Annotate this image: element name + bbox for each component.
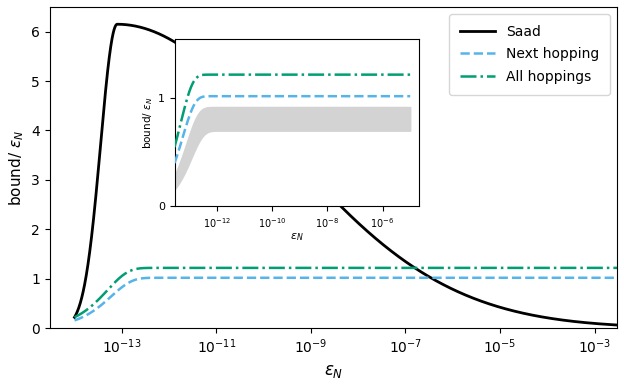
Next hopping xyxy=(71,318,78,323)
All hoppings xyxy=(280,265,287,270)
All hoppings xyxy=(303,265,311,270)
Next hopping xyxy=(604,276,612,280)
All hoppings xyxy=(604,265,612,270)
All hoppings xyxy=(615,265,622,270)
Legend: Saad, Next hopping, All hoppings: Saad, Next hopping, All hoppings xyxy=(449,14,610,95)
Saad xyxy=(114,22,121,27)
Saad xyxy=(165,36,173,41)
Next hopping xyxy=(303,276,311,280)
Next hopping xyxy=(545,276,553,280)
Line: All hoppings: All hoppings xyxy=(74,268,618,317)
All hoppings xyxy=(545,265,553,270)
All hoppings xyxy=(71,315,78,320)
Saad xyxy=(604,322,612,327)
Saad xyxy=(280,142,287,147)
Saad xyxy=(303,168,311,173)
Next hopping xyxy=(133,277,140,282)
Line: Saad: Saad xyxy=(74,24,618,325)
All hoppings xyxy=(165,265,172,270)
Saad xyxy=(71,315,78,320)
All hoppings xyxy=(178,265,186,270)
Next hopping xyxy=(182,276,190,280)
X-axis label: $\varepsilon_N$: $\varepsilon_N$ xyxy=(324,362,343,380)
Line: Next hopping: Next hopping xyxy=(74,278,618,320)
Saad xyxy=(615,323,622,327)
Next hopping xyxy=(280,276,287,280)
Next hopping xyxy=(165,276,172,280)
Saad xyxy=(133,24,140,29)
Next hopping xyxy=(615,276,622,280)
All hoppings xyxy=(133,267,140,271)
Y-axis label: bound/ $\varepsilon_N$: bound/ $\varepsilon_N$ xyxy=(7,130,26,205)
Saad xyxy=(545,316,553,320)
